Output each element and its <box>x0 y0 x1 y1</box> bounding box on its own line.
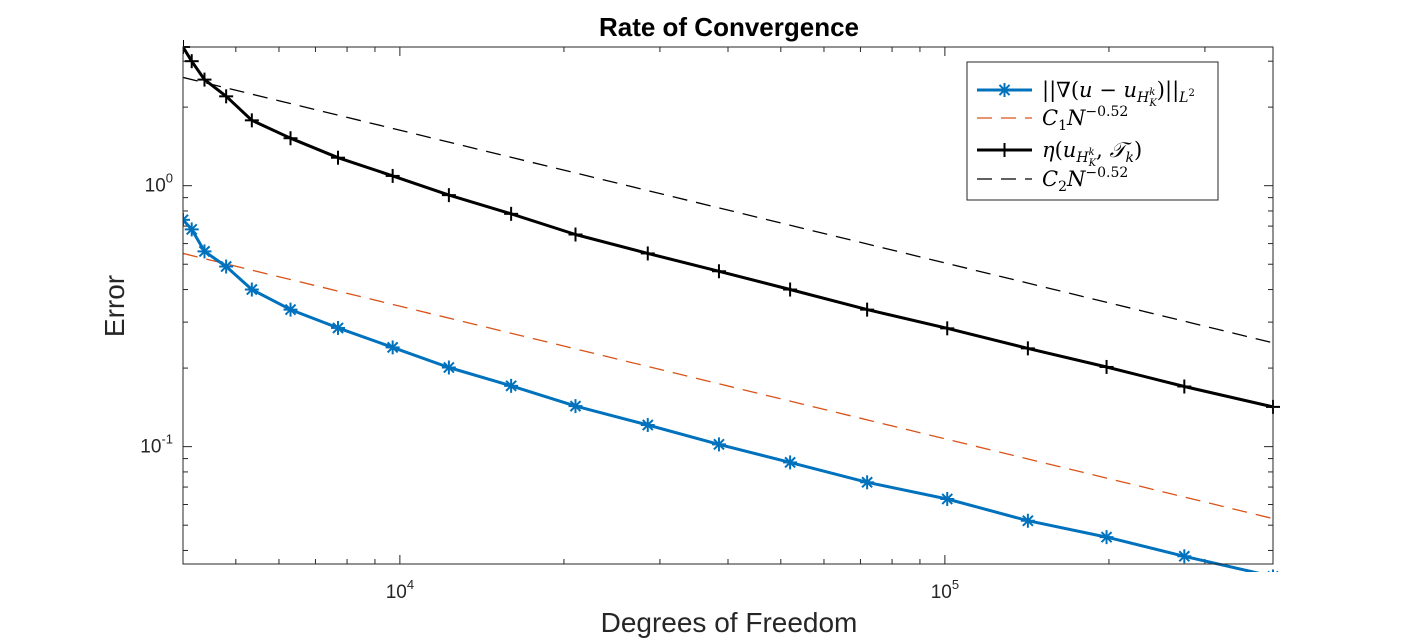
marker-stroke <box>1100 531 1113 543</box>
data-point <box>331 320 346 335</box>
y-tick-label: 100 <box>145 171 173 197</box>
series-4 <box>183 76 1274 344</box>
legend-label-4: C2N−0.52 <box>1042 165 1128 195</box>
data-point <box>1177 549 1192 564</box>
data-point <box>860 475 875 490</box>
legend-label-2: C1N−0.52 <box>1042 104 1128 134</box>
data-point <box>385 168 400 183</box>
data-point <box>860 302 875 317</box>
data-point <box>1099 530 1114 545</box>
data-point <box>219 259 234 274</box>
marker-stroke <box>784 456 796 469</box>
series-layer <box>183 40 1280 572</box>
marker-stroke <box>569 400 582 412</box>
marker-stroke <box>998 84 1011 96</box>
marker-stroke <box>183 218 189 226</box>
marker-stroke <box>198 245 211 258</box>
data-point <box>283 131 298 146</box>
data-point <box>783 282 798 297</box>
y-axis-label: Error <box>99 275 130 337</box>
data-point <box>711 264 726 279</box>
data-point <box>568 227 583 242</box>
data-point <box>1267 569 1279 572</box>
data-point <box>940 321 955 336</box>
data-point <box>1177 379 1192 394</box>
series-1 <box>183 212 1279 572</box>
marker-stroke <box>183 214 189 222</box>
data-point <box>504 206 519 221</box>
data-point <box>184 54 199 69</box>
data-point <box>197 72 212 87</box>
data-point <box>568 399 583 414</box>
marker-stroke <box>1267 570 1270 572</box>
plot-frame <box>182 46 1274 565</box>
data-point <box>1020 341 1035 356</box>
legend-label-1: ||∇(u − uHk K)||L2 <box>1042 78 1195 109</box>
legend-label-3: η(uHk K, 𝒯k) <box>1042 138 1142 169</box>
x-axis-label: Degrees of Freedom <box>601 607 858 638</box>
data-point <box>441 360 456 375</box>
marker-stroke <box>246 283 258 296</box>
x-tick-label: 104 <box>386 577 414 603</box>
marker-stroke <box>386 341 399 354</box>
data-point <box>283 302 298 317</box>
marker-stroke <box>1178 550 1191 563</box>
marker-stroke <box>642 419 654 431</box>
data-point <box>244 282 259 297</box>
data-point <box>219 89 234 104</box>
series-3 <box>183 40 1280 414</box>
legend-marker <box>997 143 1012 157</box>
reference-line <box>183 252 1274 520</box>
marker-stroke <box>505 380 517 392</box>
marker-stroke <box>1276 570 1279 572</box>
marker-stroke <box>861 476 873 489</box>
reference-line <box>183 76 1274 344</box>
marker-stroke <box>220 260 232 273</box>
marker-stroke <box>284 303 297 316</box>
data-point <box>197 244 212 259</box>
y-tick-label: 10-1 <box>140 432 173 458</box>
legend-entry-1 <box>977 83 1032 97</box>
legend-marker <box>997 83 1012 97</box>
data-point <box>1020 513 1035 528</box>
x-tick-label: 105 <box>931 577 959 603</box>
marker-stroke <box>1022 514 1034 527</box>
series-2 <box>183 252 1274 520</box>
data-point <box>640 418 655 433</box>
data-point <box>504 378 519 393</box>
data-point <box>940 491 955 506</box>
marker-stroke <box>185 223 198 236</box>
marker-stroke <box>443 361 455 374</box>
data-point <box>783 455 798 470</box>
chart-title: Rate of Convergence <box>599 12 859 42</box>
data-point <box>244 113 259 128</box>
data-point <box>385 340 400 355</box>
series-line <box>183 46 1274 409</box>
data-point <box>711 437 726 452</box>
marker-stroke <box>713 438 725 451</box>
data-point <box>1099 359 1114 374</box>
data-point <box>331 150 346 165</box>
data-point <box>183 212 190 227</box>
data-point <box>640 246 655 261</box>
tick-labels: 104 105 100 10-1 <box>140 171 959 603</box>
marker-stroke <box>941 493 953 505</box>
data-point <box>441 188 456 203</box>
legend-entry-3 <box>977 143 1032 157</box>
data-point <box>184 222 199 237</box>
marker-stroke <box>332 322 344 334</box>
